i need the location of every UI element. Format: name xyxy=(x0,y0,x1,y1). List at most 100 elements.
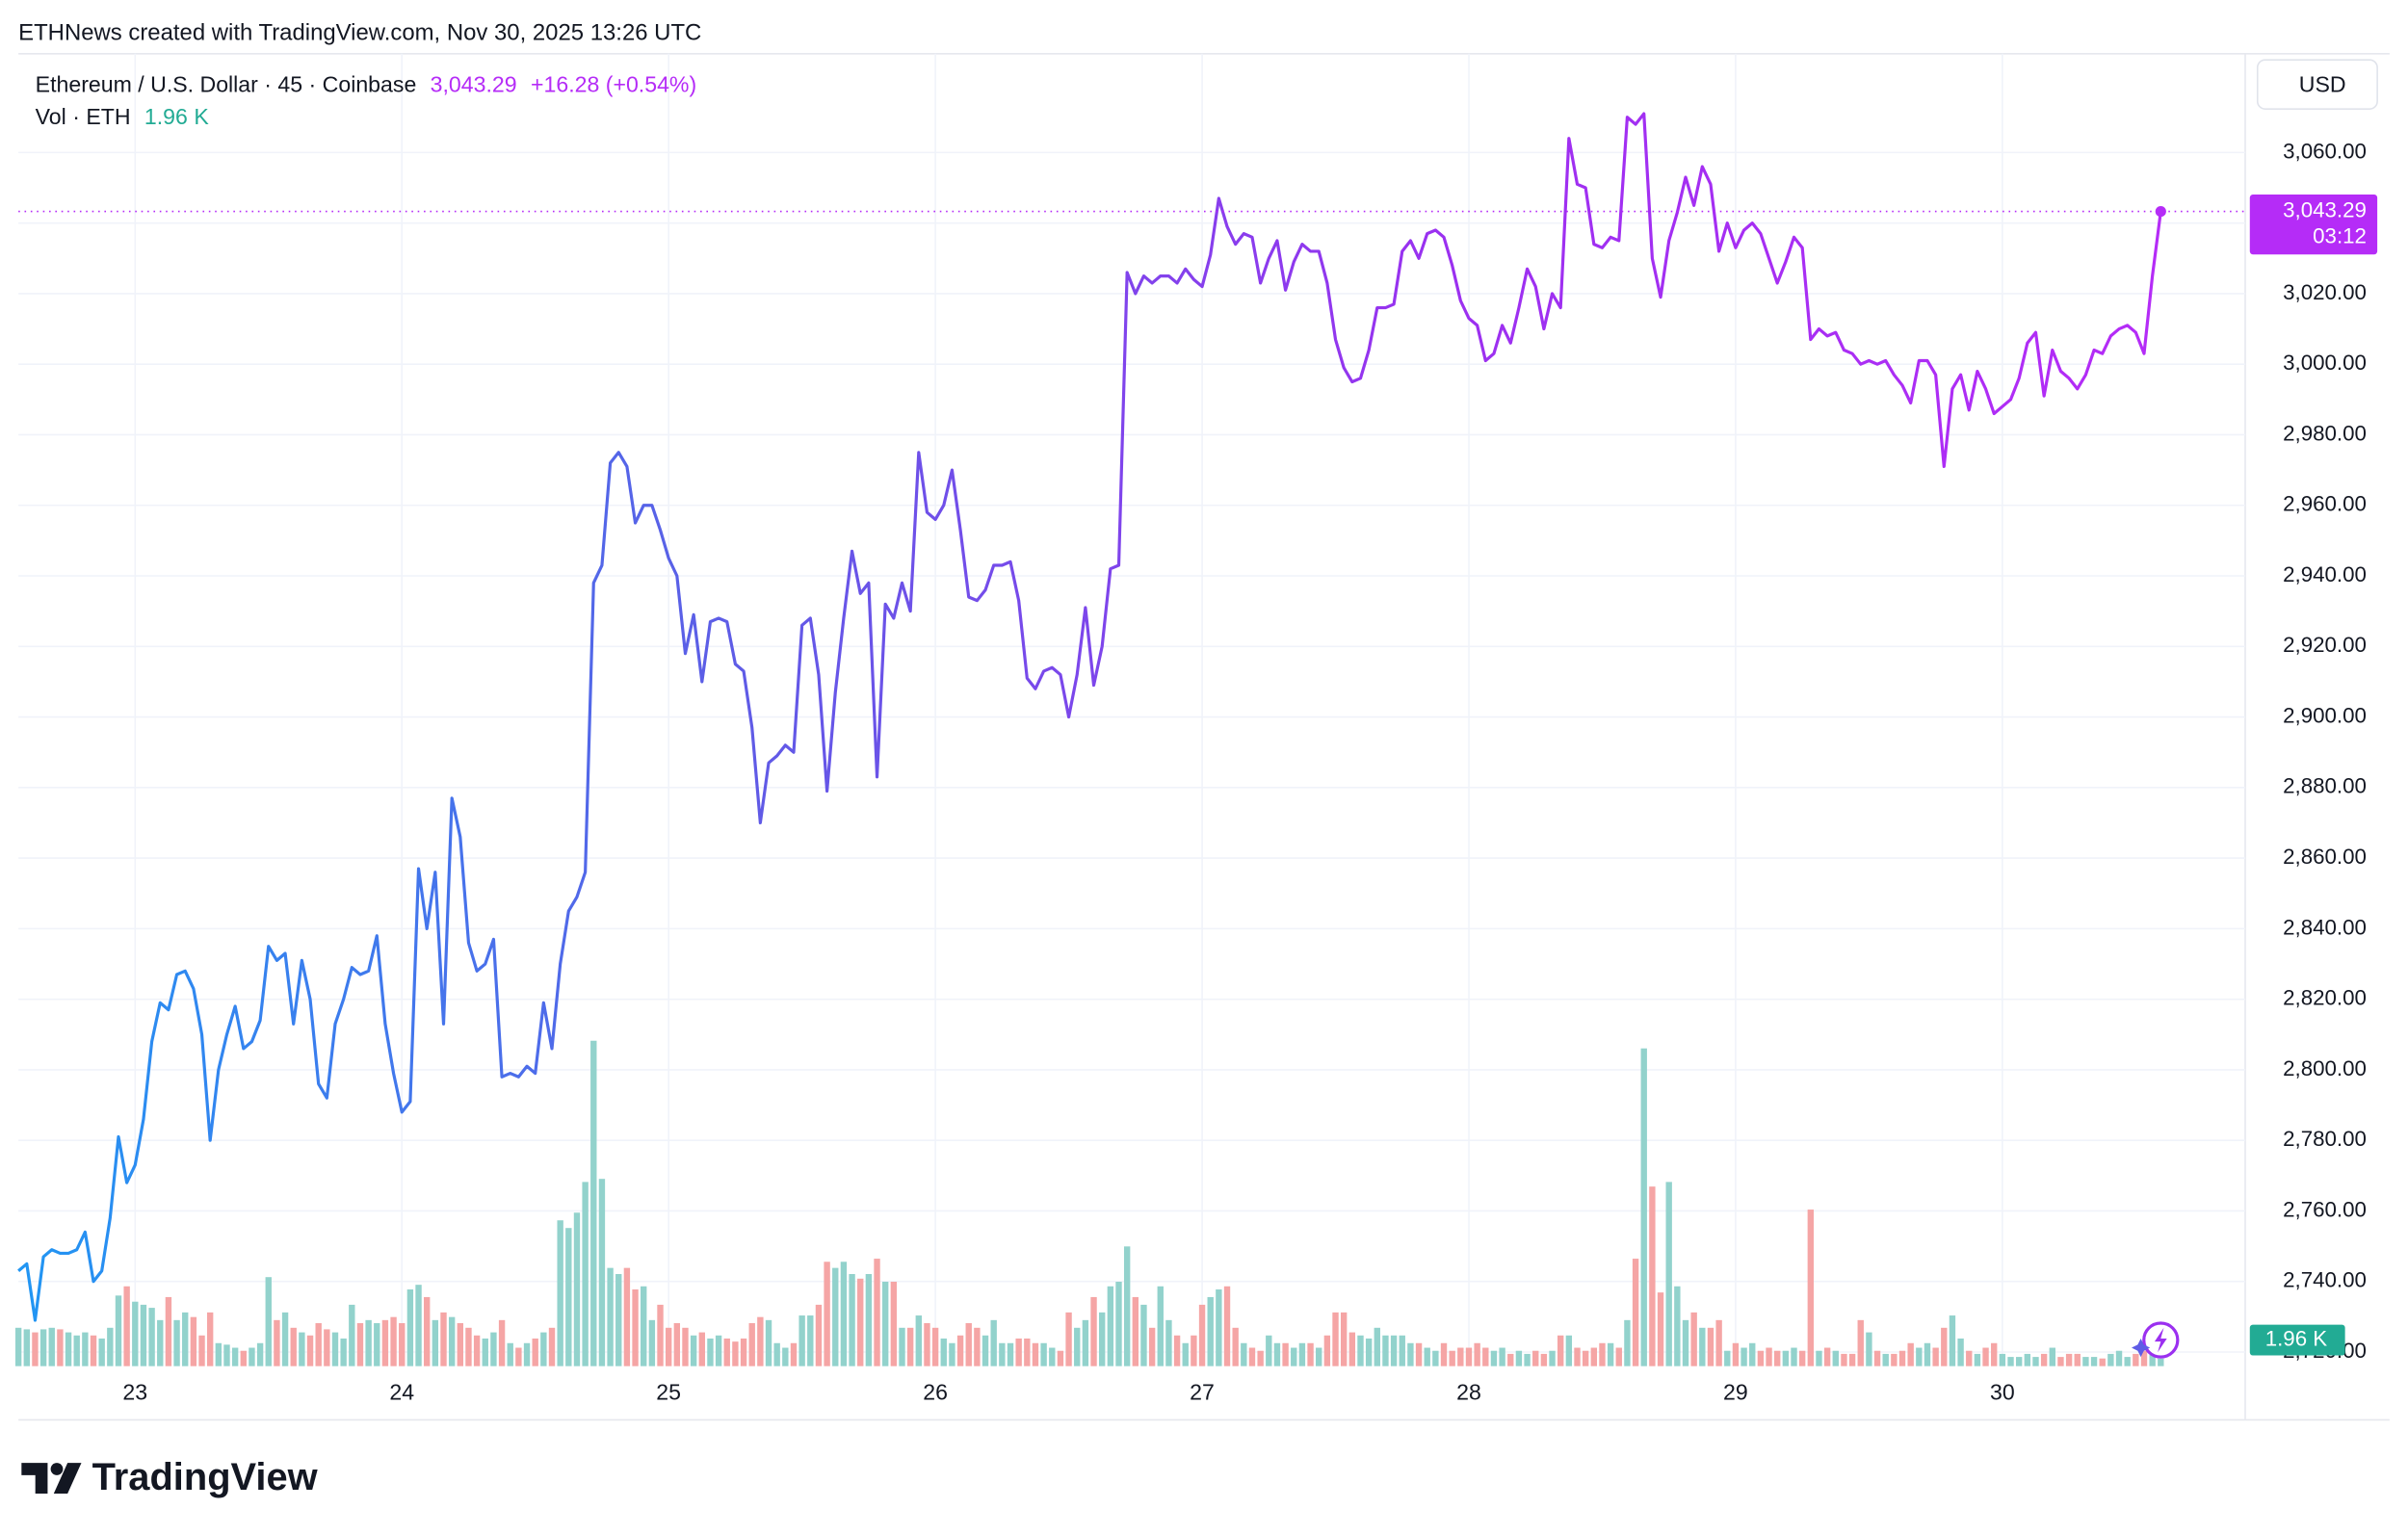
volume-bar xyxy=(690,1335,697,1366)
volume-bar xyxy=(849,1274,855,1366)
volume-bar xyxy=(223,1344,230,1366)
volume-bar xyxy=(457,1323,464,1366)
volume-bar xyxy=(1832,1350,1839,1366)
volume-bar xyxy=(2049,1347,2055,1366)
volume-bar xyxy=(1082,1319,1089,1366)
volume-bar xyxy=(2032,1357,2039,1366)
x-tick-label: 28 xyxy=(1456,1379,1481,1404)
volume-bar xyxy=(331,1332,339,1366)
volume-bar xyxy=(165,1296,172,1366)
volume-bar xyxy=(532,1338,538,1366)
volume-bar xyxy=(365,1319,372,1366)
volume-bar xyxy=(2149,1353,2156,1366)
volume-bar xyxy=(1198,1304,1206,1366)
volume-bar xyxy=(2082,1357,2089,1366)
currency[interactable]: USD xyxy=(2299,71,2346,96)
volume-bar xyxy=(1624,1319,1631,1366)
volume-bar xyxy=(1241,1342,1247,1366)
volume-bar xyxy=(1791,1347,1797,1366)
volume-bar xyxy=(198,1335,205,1366)
y-tick-label: 2,960.00 xyxy=(2283,492,2367,516)
volume-bar xyxy=(1123,1246,1131,1366)
volume-bar xyxy=(390,1316,397,1366)
volume-bar xyxy=(590,1040,597,1366)
volume-bar xyxy=(1032,1342,1039,1366)
volume-bar xyxy=(148,1308,155,1366)
volume-bar xyxy=(1015,1338,1022,1366)
x-tick-label: 29 xyxy=(1723,1379,1748,1404)
volume-bar xyxy=(1248,1347,1256,1366)
volume-bars xyxy=(14,1040,2164,1366)
volume-bar xyxy=(1957,1338,1964,1366)
volume-bar xyxy=(832,1267,839,1366)
volume-bar xyxy=(340,1338,347,1366)
volume-bar xyxy=(1099,1312,1106,1366)
volume-bar xyxy=(2065,1353,2073,1366)
volume-bar xyxy=(123,1286,130,1366)
volume-bar xyxy=(190,1316,197,1366)
currency-box[interactable] xyxy=(2256,59,2378,110)
volume-bar xyxy=(557,1220,563,1366)
volume-bar xyxy=(949,1342,955,1366)
volume-bar xyxy=(573,1212,581,1366)
legend-price: 3,043.29 xyxy=(431,71,517,96)
volume-bar xyxy=(1257,1350,1264,1366)
volume-bar xyxy=(299,1332,305,1366)
volume-bar xyxy=(1649,1186,1656,1366)
volume-bar xyxy=(1399,1335,1405,1366)
volume-bar xyxy=(940,1338,947,1366)
brand: TradingView xyxy=(92,1456,319,1498)
volume-bar xyxy=(673,1323,681,1366)
volume-bar xyxy=(349,1304,355,1366)
volume-bar xyxy=(1741,1347,1747,1366)
y-tick-label: 3,000.00 xyxy=(2283,351,2367,375)
y-tick-label: 2,760.00 xyxy=(2283,1197,2367,1221)
volume-bar xyxy=(857,1278,864,1366)
volume-bar xyxy=(1949,1315,1956,1366)
volume-bar xyxy=(1457,1347,1464,1366)
volume-bar xyxy=(2140,1350,2148,1366)
volume-bar xyxy=(1974,1353,1981,1366)
legend-volume-name: Vol · ETH xyxy=(36,104,131,129)
last-price-label: 3,043.29 xyxy=(2283,197,2367,221)
logo-mark xyxy=(21,1463,48,1494)
volume-bar xyxy=(1266,1335,1272,1366)
volume-bar xyxy=(1599,1342,1606,1366)
volume-bar xyxy=(399,1323,406,1366)
volume-bar xyxy=(2158,1358,2164,1366)
volume-bar xyxy=(807,1315,814,1366)
volume-bar xyxy=(899,1327,905,1366)
volume-bar xyxy=(1465,1347,1473,1366)
volume-bar xyxy=(1515,1350,1523,1366)
volume-bar xyxy=(1291,1347,1297,1366)
volume-bar xyxy=(1065,1312,1072,1366)
x-tick-label: 26 xyxy=(923,1379,948,1404)
x-tick-label: 25 xyxy=(656,1379,681,1404)
volume-bar xyxy=(256,1342,264,1366)
y-tick-label: 2,880.00 xyxy=(2283,774,2367,798)
volume-bar xyxy=(1999,1353,2006,1366)
volume-bar xyxy=(1574,1347,1581,1366)
volume-bar xyxy=(23,1329,30,1366)
volume-bar xyxy=(1582,1350,1589,1366)
volume-bar xyxy=(707,1338,714,1366)
volume-bar xyxy=(1207,1296,1214,1366)
assistant-icon[interactable] xyxy=(2132,1321,2180,1359)
volume-bar xyxy=(1665,1182,1672,1366)
volume-bar xyxy=(982,1335,989,1366)
logo-slash xyxy=(53,1463,82,1494)
volume-bar xyxy=(641,1286,647,1366)
volume-bar xyxy=(107,1327,114,1366)
y-tick-label: 3,020.00 xyxy=(2283,280,2367,304)
volume-bar xyxy=(231,1347,239,1366)
volume-bar xyxy=(1232,1327,1239,1366)
volume-bar xyxy=(2057,1357,2064,1366)
volume-bar xyxy=(623,1267,631,1366)
volume-bar xyxy=(1565,1335,1573,1366)
volume-bar xyxy=(132,1301,139,1366)
volume-bar xyxy=(206,1312,214,1366)
volume-bar xyxy=(773,1342,780,1366)
volume-bar xyxy=(1040,1342,1047,1366)
volume-bar xyxy=(440,1312,447,1366)
y-tick-label: 3,060.00 xyxy=(2283,139,2367,163)
